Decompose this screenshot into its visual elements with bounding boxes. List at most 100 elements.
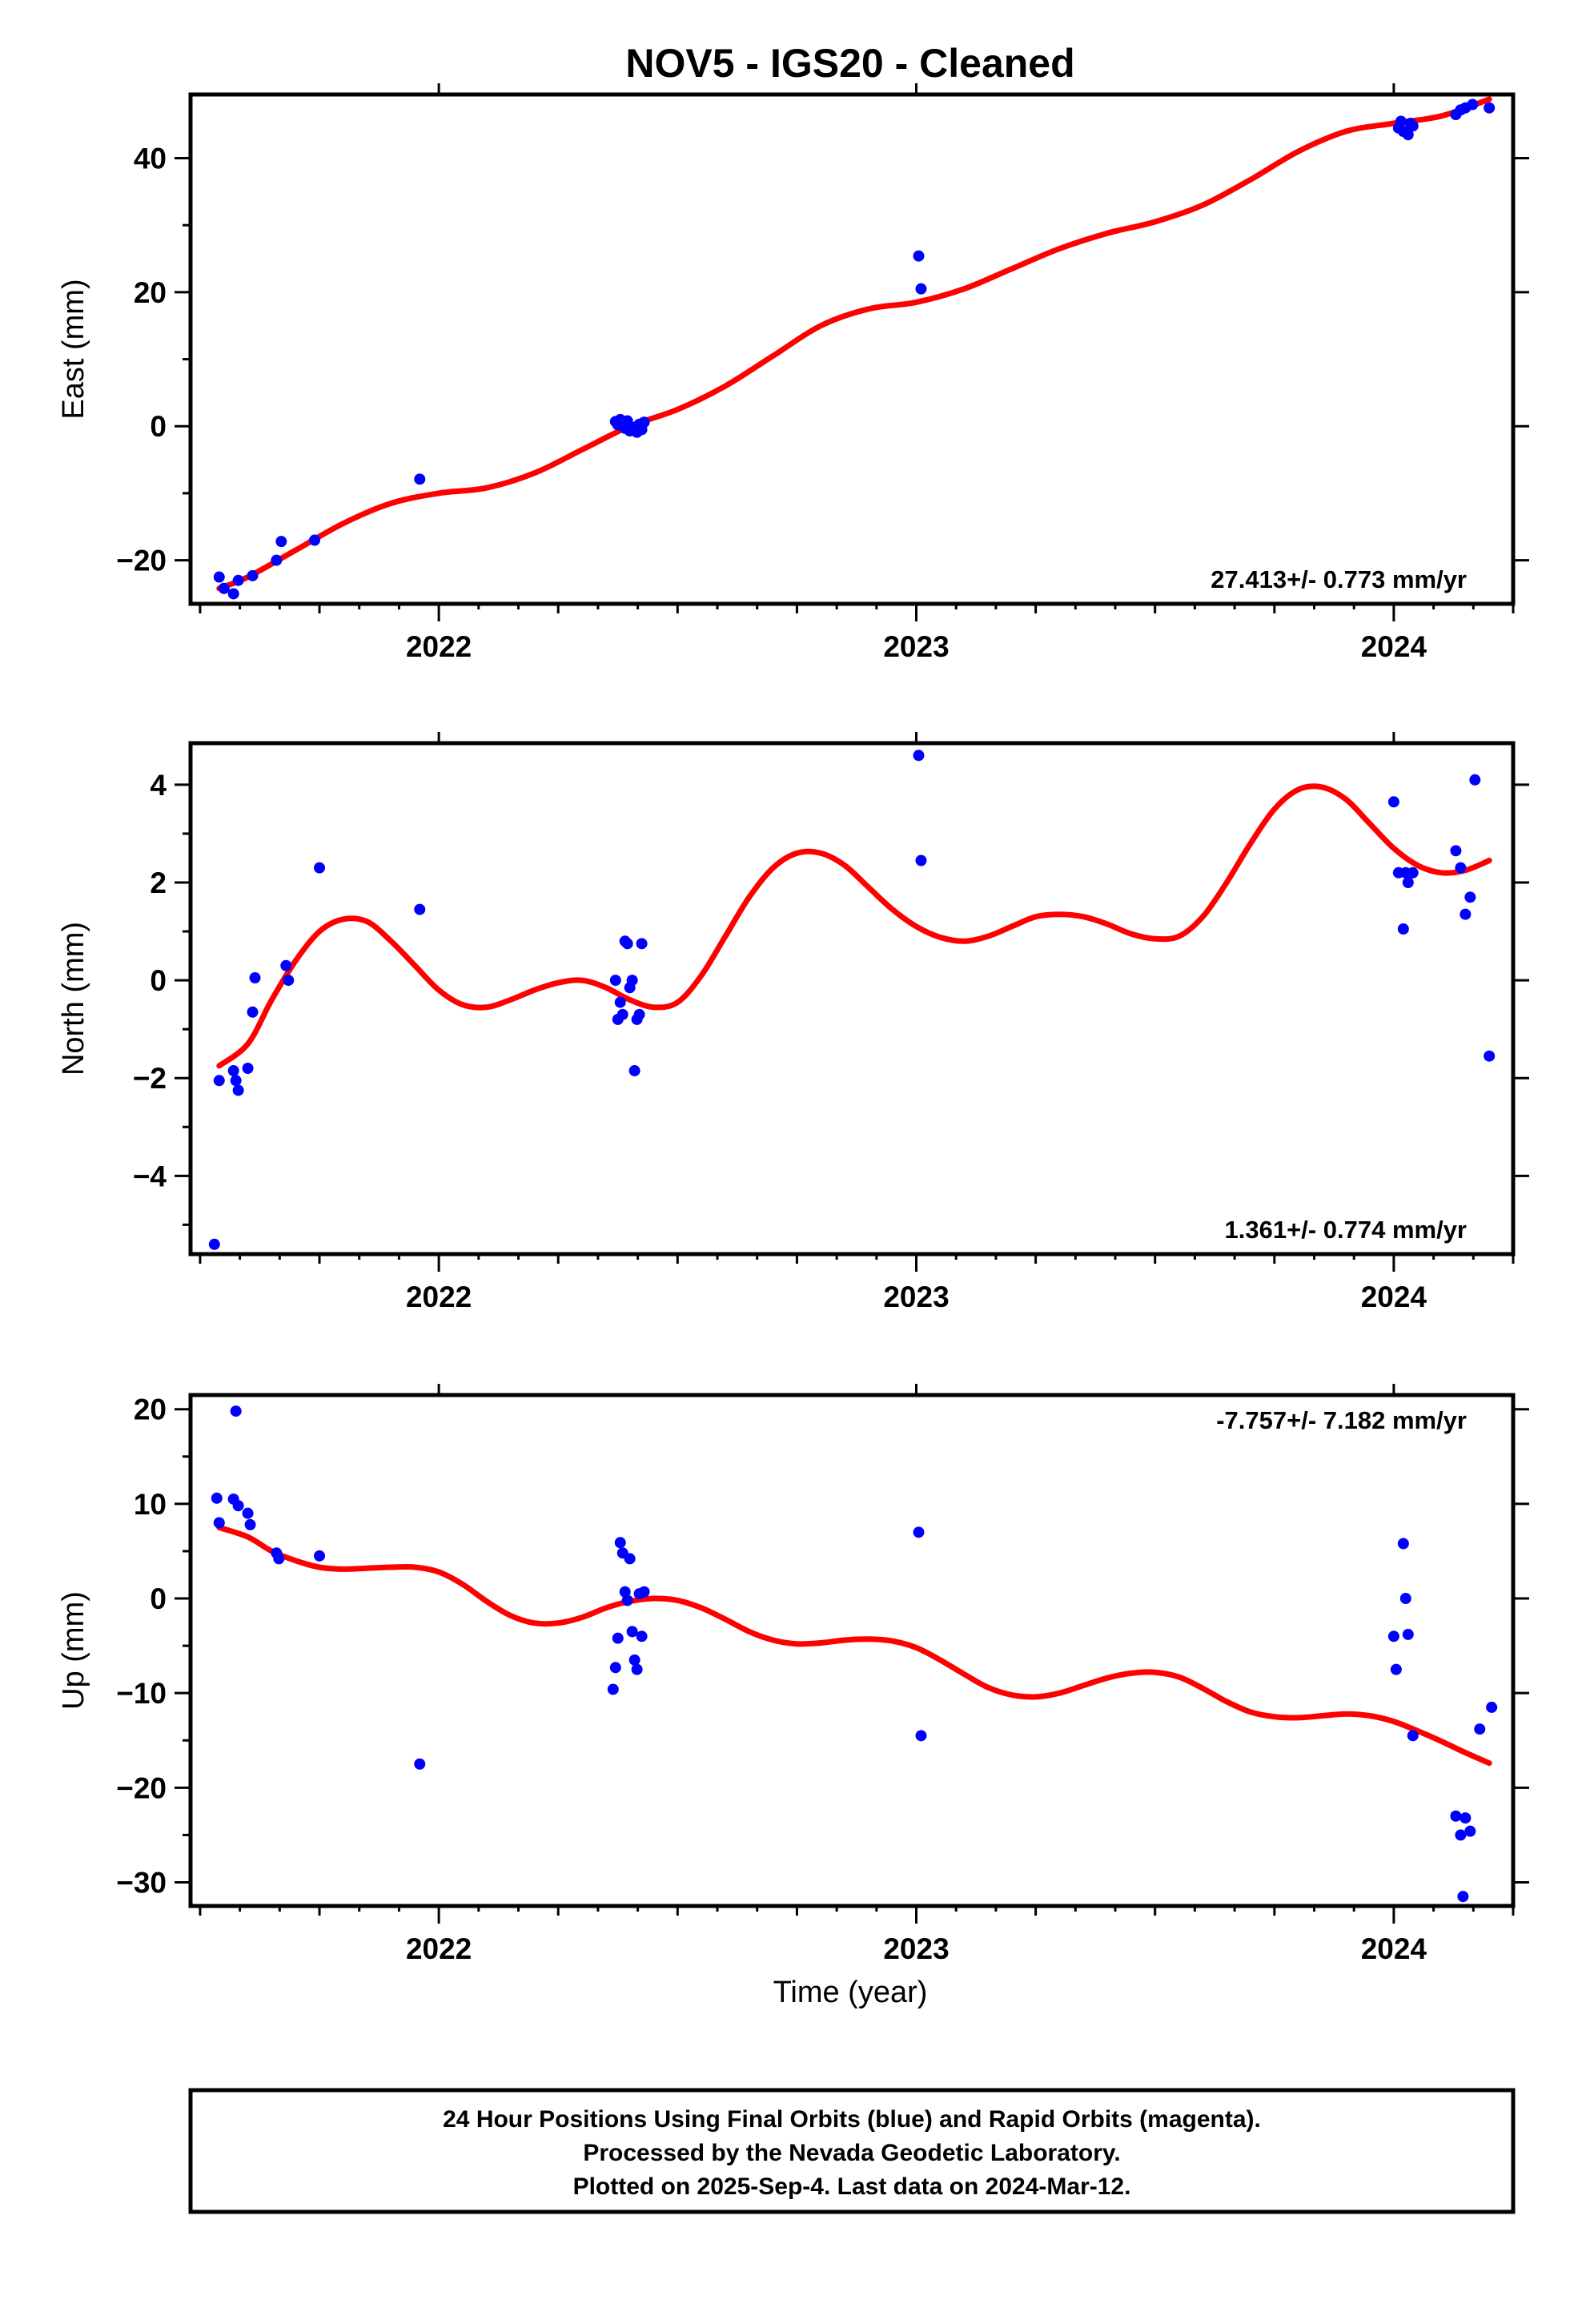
north-data-point	[213, 1075, 225, 1087]
east-fit-curve	[216, 96, 1492, 592]
north-data-point	[242, 1063, 254, 1074]
up-data-point	[1460, 1812, 1472, 1824]
east-y-tick-label: 20	[134, 276, 167, 309]
north-y-tick-label: 0	[150, 964, 167, 997]
north-data-point	[232, 1084, 244, 1096]
up-data-point	[636, 1630, 648, 1642]
up-data-point	[1474, 1723, 1486, 1735]
north-data-point	[414, 903, 426, 915]
up-data-point	[609, 1662, 621, 1674]
up-y-tick-label: −20	[116, 1771, 167, 1804]
north-data-point	[915, 854, 927, 866]
up-fit-curve	[216, 1524, 1492, 1767]
up-data-point	[1464, 1825, 1476, 1837]
up-data-point	[273, 1553, 285, 1565]
north-data-point	[1469, 774, 1481, 786]
east-y-tick-label: 0	[150, 410, 167, 443]
east-data-point	[271, 554, 283, 566]
up-data-point	[626, 1626, 638, 1638]
up-data-point	[913, 1526, 925, 1538]
up-data-point	[1402, 1628, 1414, 1640]
footer-box: 24 Hour Positions Using Final Orbits (bl…	[188, 2088, 1516, 2214]
up-x-tick-label: 2024	[1361, 1932, 1427, 1965]
east-x-tick-label: 2024	[1361, 630, 1427, 663]
north-rate-label: 1.361+/- 0.774 mm/yr	[1225, 1216, 1467, 1244]
up-data-point	[1486, 1701, 1498, 1713]
chart-title: NOV5 - IGS20 - Cleaned	[625, 41, 1074, 86]
east-data-point	[414, 473, 426, 485]
east-y-tick-label: −20	[116, 545, 167, 577]
east-data-point	[638, 416, 650, 428]
north-y-axis-label: North (mm)	[57, 922, 90, 1076]
footer-line-3: Plotted on 2025-Sep-4. Last data on 2024…	[573, 2173, 1131, 2200]
up-data-point	[244, 1518, 256, 1530]
up-data-point	[631, 1663, 643, 1675]
north-data-point	[314, 862, 326, 874]
up-data-point	[414, 1758, 426, 1770]
north-y-tick-label: 4	[150, 769, 167, 802]
east-data-point	[1484, 102, 1496, 114]
up-data-point	[619, 1586, 631, 1598]
up-data-point	[624, 1553, 636, 1565]
up-rate-label: -7.757+/- 7.182 mm/yr	[1216, 1406, 1467, 1434]
north-plot-frame	[188, 741, 1516, 1256]
north-data-point	[913, 750, 925, 762]
north-y-tick-label: −2	[133, 1062, 167, 1095]
up-y-tick-label: 0	[150, 1582, 167, 1615]
north-data-point	[1407, 866, 1419, 879]
north-data-point	[1464, 891, 1476, 903]
east-data-point	[247, 569, 259, 581]
east-data-point	[913, 250, 925, 262]
east-plot-frame	[188, 92, 1516, 606]
up-data-point	[614, 1537, 626, 1549]
north-x-tick-label: 2023	[883, 1281, 949, 1313]
north-data-point	[227, 1065, 239, 1077]
up-data-point	[230, 1405, 242, 1417]
up-plot-frame	[188, 1393, 1516, 1908]
north-data-point	[1450, 845, 1462, 857]
north-data-point	[283, 975, 295, 987]
north-data-point	[628, 1065, 640, 1077]
north-data-point	[616, 1008, 628, 1020]
north-data-point	[626, 975, 638, 987]
footer-line-1: 24 Hour Positions Using Final Orbits (bl…	[443, 2106, 1261, 2133]
east-data-point	[232, 574, 244, 586]
x-axis-label: Time (year)	[773, 1976, 928, 2009]
up-data-point	[242, 1507, 254, 1519]
north-data-point	[1455, 862, 1467, 874]
north-data-point	[1402, 877, 1414, 888]
north-data-point	[633, 1008, 645, 1020]
east-y-axis-label: East (mm)	[57, 279, 90, 419]
footer-line-2: Processed by the Nevada Geodetic Laborat…	[583, 2140, 1120, 2166]
up-data-point	[638, 1586, 650, 1598]
up-data-point	[1397, 1538, 1409, 1550]
north-data-point	[280, 959, 292, 971]
up-y-tick-label: −10	[116, 1677, 167, 1710]
north-data-point	[208, 1238, 220, 1250]
up-data-point	[213, 1517, 225, 1529]
up-data-point	[607, 1683, 619, 1695]
east-data-point	[1467, 99, 1479, 111]
up-y-tick-label: 20	[134, 1393, 167, 1426]
up-data-point	[1387, 1630, 1399, 1642]
east-data-point	[309, 534, 321, 546]
east-data-point	[915, 283, 927, 295]
up-y-tick-label: 10	[134, 1488, 167, 1521]
up-y-tick-label: −30	[116, 1866, 167, 1899]
east-panel: 2022 2023 2024 −20 0 20 40 East (mm) 27.413+/- 0…	[57, 83, 1529, 663]
east-rate-label: 27.413+/- 0.773 mm/yr	[1211, 565, 1467, 593]
north-data-point	[1484, 1050, 1496, 1062]
north-data-point	[609, 975, 621, 987]
north-x-tick-label: 2022	[406, 1281, 472, 1313]
up-y-axis-label: Up (mm)	[57, 1591, 90, 1710]
north-data-point	[621, 938, 633, 950]
north-data-point	[1460, 908, 1472, 920]
east-data-point	[213, 571, 225, 583]
east-data-point	[227, 588, 239, 600]
north-x-tick-label: 2024	[1361, 1281, 1427, 1313]
north-data-point	[247, 1006, 259, 1018]
east-data-point	[621, 415, 633, 427]
east-data-point	[1395, 115, 1407, 127]
up-data-point	[1399, 1593, 1411, 1605]
